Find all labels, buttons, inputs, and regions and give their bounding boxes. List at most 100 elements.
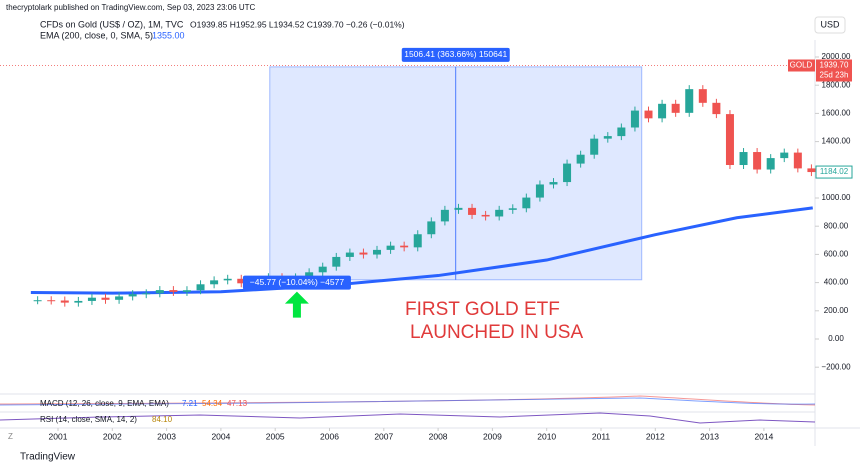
x-tick-label: 2004 [211,431,230,441]
candle [400,245,409,248]
candle [766,158,775,170]
candle [793,152,802,169]
y-tick-label: 1600.00 [822,109,851,118]
x-tick-label: 2003 [157,431,176,441]
candle [332,256,341,267]
publisher: thecryptolark published on TradingView.c… [6,3,256,12]
last-tag-box [815,165,853,179]
rsi-label: RSI (14, close, SMA, 14, 2) [40,415,137,424]
currency[interactable]: USD [820,19,840,29]
y-tick-label: 200.00 [824,306,849,315]
price-tag-price: 1939.70 [820,61,849,70]
candle [468,207,477,215]
candle [33,300,42,302]
candle [87,297,96,301]
y-tick-label: −200.00 [821,362,851,371]
candle [617,127,626,137]
up-arrow [284,291,309,318]
candle [725,114,734,166]
candle [644,110,653,119]
x-tick-label: 2014 [754,431,773,441]
candle [807,168,816,173]
candle [630,110,639,128]
candle [454,207,463,210]
x-tick-label: 2009 [483,431,502,441]
candle [671,103,680,113]
ema-value: 1355.00 [152,30,185,40]
candle [74,300,83,303]
candle [685,89,694,113]
annotation: FIRST GOLD ETF [405,299,560,320]
last-tag: 1184.02 [820,167,849,176]
candle [223,278,232,281]
candle [481,214,490,217]
candle [549,182,558,185]
candle [440,209,449,222]
x-tick-label: 2008 [429,431,448,441]
price-tag-box [816,59,852,82]
price-tag-name: GOLD [790,61,813,70]
candle [47,300,56,302]
ohlc: O1939.85 H1952.95 L1934.52 C1939.70 −0.2… [190,19,405,29]
macd-value: 7.21 [182,399,198,408]
candle [386,245,395,250]
measure-label-box [401,47,510,62]
symbol: CFDs on Gold (US$ / OZ), 1M, TVC [40,19,184,29]
candle [413,234,422,248]
x-tick-label: 2010 [537,431,556,441]
candle [115,296,124,300]
candle [237,278,246,284]
price-tag-box [788,59,815,72]
candle [345,252,354,257]
annotation: LAUNCHED IN USA [410,322,583,343]
zoom-button[interactable]: Z [8,432,13,441]
price-tag-countdown: 25d 23h [820,71,849,80]
x-tick-label: 2001 [49,431,68,441]
y-tick-label: 1400.00 [822,137,851,146]
y-tick-label: 800.00 [824,221,849,230]
x-tick-label: 2005 [266,431,285,441]
candle [359,252,368,255]
currency-box[interactable] [814,16,846,34]
candle [210,280,219,285]
candle [739,152,748,166]
candle [698,89,707,103]
candle [142,293,151,295]
y-tick-label: 1800.00 [822,80,851,89]
measure-label: 1506.41 (363.66%) 150641 [404,49,507,59]
candle [495,209,504,217]
x-tick-label: 2006 [320,431,339,441]
candle [563,163,572,183]
x-tick-label: 2007 [374,431,393,441]
macd-signal [0,397,816,406]
macd-label: MACD (12, 26, close, 9, EMA, EMA) [40,399,169,408]
candle [60,300,69,303]
candle [101,297,110,300]
measure-down-label: −45.77 (−10.04%) −4577 [250,277,345,287]
y-tick-label: 400.00 [824,278,849,287]
candle [196,284,205,291]
candle [182,290,191,292]
rsi-value: 84.10 [152,415,173,424]
candle [169,290,178,292]
candle [535,184,544,198]
x-tick-label: 2002 [103,431,122,441]
ema-label: EMA (200, close, 0, SMA, 5) [40,30,153,40]
candle [427,221,436,235]
candle [508,208,517,210]
candle [603,136,612,139]
macd-value: 47.13 [227,399,248,408]
y-tick-label: 2000.00 [822,52,851,61]
rsi-line [0,412,816,424]
y-tick-label: 600.00 [824,250,849,259]
measure-down-box [242,275,351,290]
candle [155,290,164,294]
footer: TradingView [20,452,76,463]
y-tick-label: 1000.00 [822,193,851,202]
candle [658,103,667,119]
x-tick-label: 2011 [592,431,611,441]
candle [522,197,531,209]
x-tick-label: 2012 [646,431,665,441]
candle [128,294,137,297]
candle [590,138,599,155]
